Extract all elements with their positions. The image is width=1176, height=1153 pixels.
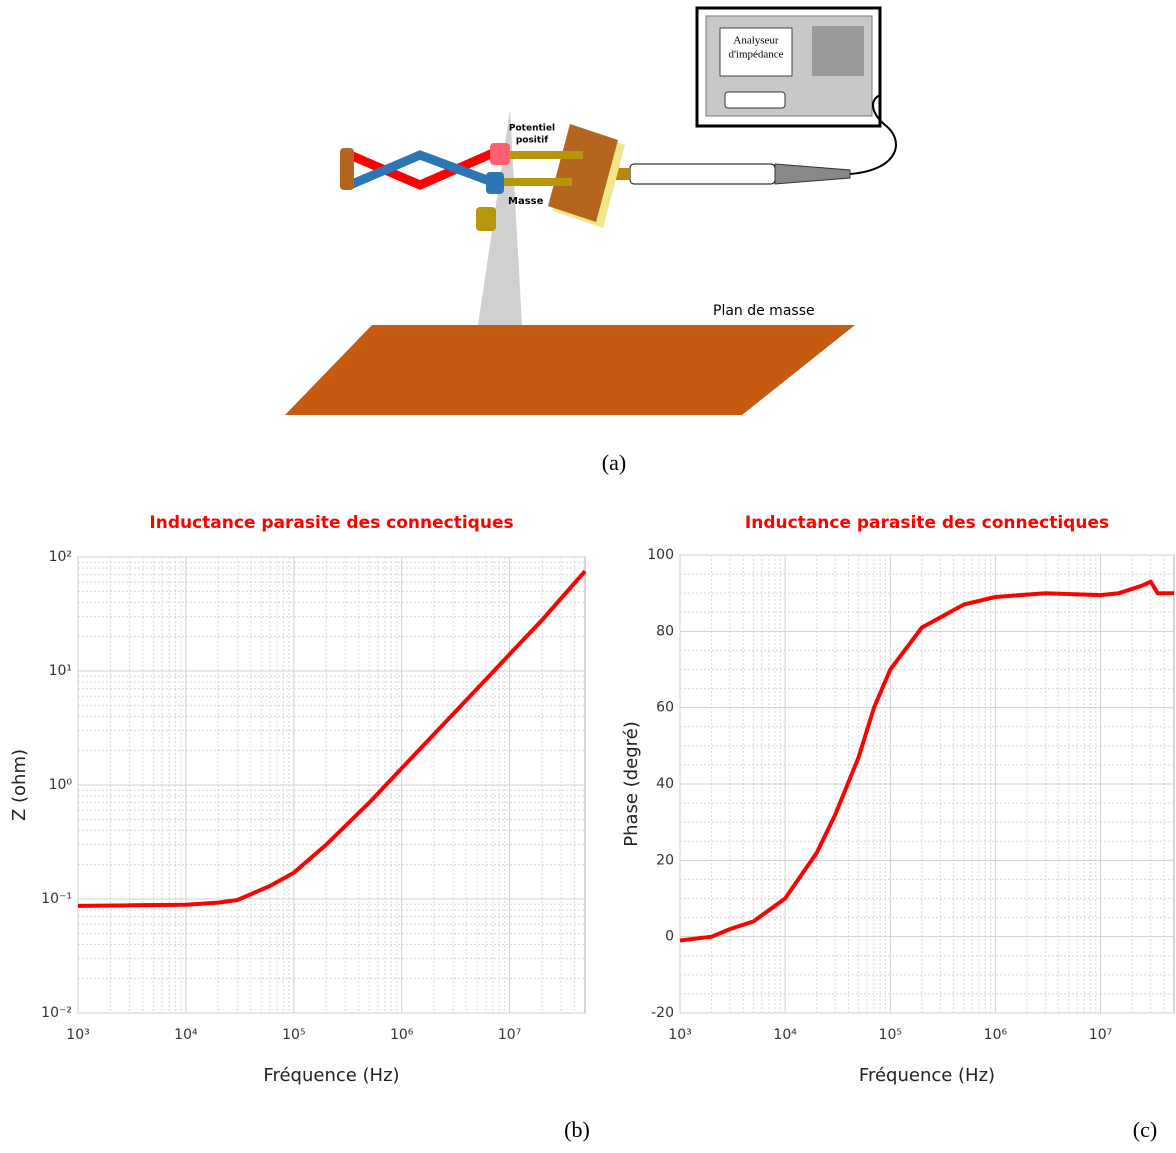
label: Potentiel [509,124,555,134]
rod [505,151,583,159]
cable [849,94,897,175]
y-tick-label: 0 [665,929,674,945]
x-tick-label: 10⁵ [282,1027,305,1043]
chart-title: Inductance parasite des connectiques [149,513,513,533]
analyzer-screen [719,27,793,77]
data-line [679,579,1174,943]
stand [478,110,522,325]
y-tick-label: 100 [647,547,674,563]
y-axis-label: Z (ohm) [9,749,30,821]
caption: (a) [602,450,626,475]
board [548,124,618,222]
y-tick-label: 10¹ [49,663,72,679]
y-tick-label: -20 [651,1005,674,1021]
y-tick-label: 80 [656,623,674,639]
cable-blue [348,150,497,190]
diagram: Analyseur d'impédance Potentiel positif … [285,6,897,415]
label: d'impédance [728,49,783,61]
analyzer-keys [812,26,864,76]
rod [500,178,572,186]
label: Masse [508,196,544,207]
y-tick-label: 10⁻² [41,1005,72,1021]
y-tick-label: 60 [656,700,674,716]
chart-title: Inductance parasite des connectiques [745,513,1109,533]
ground-plane [285,325,855,415]
probe-tip [774,163,851,185]
x-tick-label: 10⁷ [498,1027,521,1043]
y-tick-label: 20 [656,852,674,868]
analyzer-port [724,91,786,109]
x-tick-label: 10³ [66,1027,89,1043]
x-tick-label: 10⁴ [773,1027,797,1043]
y-tick-label: 10⁻¹ [41,891,72,907]
caption: (c) [1133,1117,1157,1142]
x-tick-label: 10⁶ [984,1027,1008,1043]
spare-terminal [476,207,496,231]
probe [629,163,776,185]
data-line [77,569,587,908]
y-tick-label: 10⁰ [49,777,73,793]
label: Plan de masse [713,303,815,319]
x-tick-label: 10³ [668,1027,691,1043]
y-tick-label: 10² [49,549,72,565]
positive-terminal [490,143,510,165]
x-tick-label: 10⁵ [879,1027,902,1043]
x-axis-label: Fréquence (Hz) [263,1065,399,1086]
y-axis-label: Phase (degré) [621,721,642,847]
label: Analyseur [733,35,779,47]
x-axis-label: Fréquence (Hz) [859,1065,995,1086]
ground-terminal [486,172,504,194]
caption: (b) [564,1117,590,1142]
y-tick-label: 40 [656,776,674,792]
x-tick-label: 10⁷ [1089,1027,1112,1043]
cable-red [348,145,502,190]
x-tick-label: 10⁴ [174,1027,198,1043]
clip [340,148,354,190]
label: positif [516,136,548,146]
x-tick-label: 10⁶ [390,1027,414,1043]
